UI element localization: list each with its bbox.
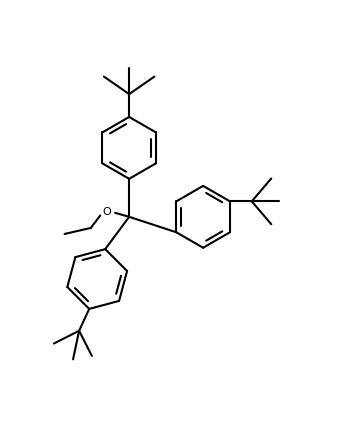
Text: O: O xyxy=(103,206,111,216)
